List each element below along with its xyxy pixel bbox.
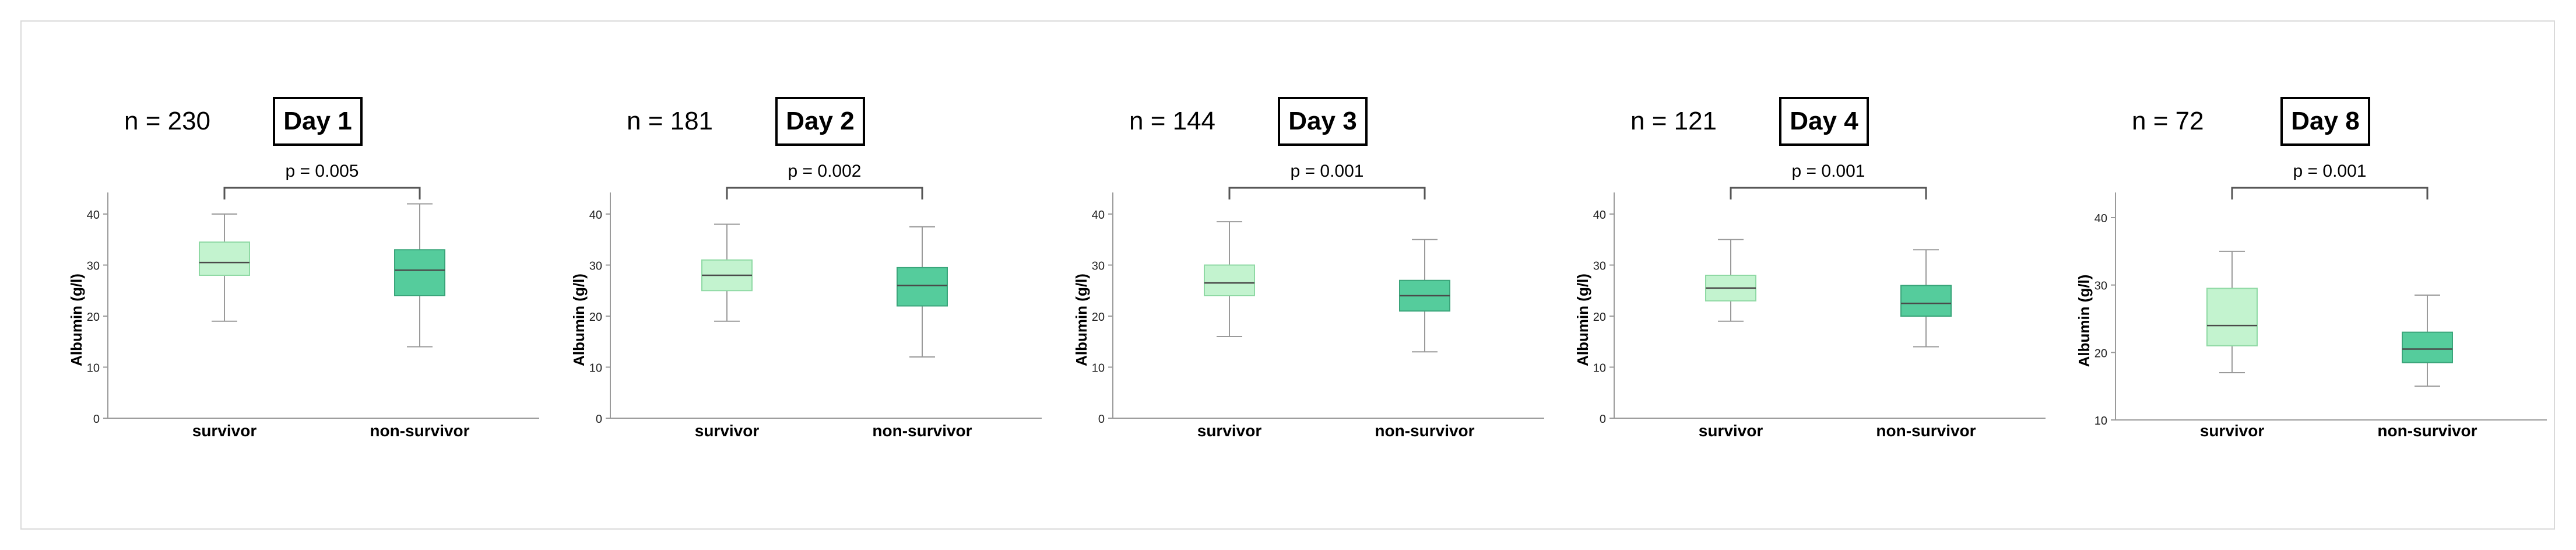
non-survivor-box: [1399, 239, 1450, 353]
day-label: Day 2: [786, 107, 854, 135]
x-category-label: survivor: [695, 422, 760, 440]
iqr-box: [199, 241, 250, 276]
iqr-box: [2206, 288, 2258, 346]
x-category-label: non-survivor: [872, 422, 972, 440]
y-tick-label: 30: [2094, 280, 2107, 293]
non-survivor-box: [2402, 295, 2453, 387]
x-category-label: non-survivor: [1876, 422, 1976, 440]
day-label-box: [1278, 97, 1368, 146]
n-label: n = 72: [2132, 107, 2204, 135]
non-survivor-box: [897, 226, 948, 358]
day-label-box: [775, 97, 865, 146]
y-tick-label: 10: [1593, 362, 1606, 375]
p-value-label: p = 0.002: [788, 162, 862, 181]
y-tick-label: 40: [87, 209, 100, 222]
significance-bracket: [726, 187, 923, 199]
y-tick-label: 20: [1092, 311, 1105, 324]
panel-2: n = 181 Day 2 p = 0.002 0 10 20 30 40 Albumin (g…: [570, 97, 1042, 440]
y-tick-label: 10: [1092, 362, 1105, 375]
significance-bracket: [2231, 187, 2429, 199]
day-label: Day 4: [1790, 107, 1858, 135]
day-label: Day 1: [283, 107, 352, 135]
survivor-box: [2206, 250, 2258, 374]
panel-5: n = 72 Day 8 p = 0.001 10 20 30 40 Albumin (g/l…: [2075, 97, 2547, 440]
x-category-label: non-survivor: [2377, 422, 2477, 440]
day-label-box: [273, 97, 363, 146]
iqr-box: [1900, 285, 1952, 317]
day-label-box: [2280, 97, 2370, 146]
day-label-box: [1779, 97, 1869, 146]
non-survivor-box: [1900, 249, 1952, 348]
iqr-box: [394, 249, 445, 296]
x-category-label: survivor: [1197, 422, 1262, 440]
panel-1: n = 230 Day 1 p = 0.005 0 10 20 30 40 Albumin (g…: [68, 97, 539, 440]
survivor-box: [1705, 239, 1756, 322]
significance-bracket: [1228, 187, 1426, 199]
y-tick-label: 30: [1593, 260, 1606, 273]
p-value-label: p = 0.001: [1792, 162, 1865, 181]
y-axis-label: Albumin (g/l): [1073, 274, 1090, 366]
n-label: n = 144: [1129, 107, 1215, 135]
iqr-box: [1204, 264, 1255, 296]
y-tick-label: 40: [589, 209, 602, 222]
p-value-label: p = 0.001: [1291, 162, 1364, 181]
y-tick-label: 0: [596, 413, 602, 426]
x-category-label: non-survivor: [1375, 422, 1474, 440]
y-tick-label: 20: [589, 311, 602, 324]
day-label: Day 3: [1288, 107, 1356, 135]
p-value-label: p = 0.001: [2293, 162, 2367, 181]
x-category-label: survivor: [1699, 422, 1763, 440]
y-tick-label: 20: [87, 311, 100, 324]
y-tick-label: 20: [1593, 311, 1606, 324]
panel-3: n = 144 Day 3 p = 0.001 0 10 20 30 40 Albumin (g…: [1073, 97, 1544, 440]
day-label: Day 8: [2291, 107, 2359, 135]
y-tick-label: 20: [2094, 347, 2107, 360]
y-tick-label: 0: [1600, 413, 1606, 426]
survivor-box: [199, 213, 250, 322]
y-axis-label: Albumin (g/l): [2075, 275, 2093, 367]
y-axis-label: Albumin (g/l): [1574, 274, 1591, 366]
y-tick-label: 40: [1092, 209, 1105, 222]
survivor-box: [1204, 221, 1255, 337]
significance-bracket: [223, 187, 421, 199]
y-axis-label: Albumin (g/l): [68, 274, 85, 366]
y-tick-label: 10: [589, 362, 602, 375]
n-label: n = 230: [124, 107, 210, 135]
x-category-label: survivor: [2200, 422, 2265, 440]
x-category-label: non-survivor: [370, 422, 469, 440]
y-tick-label: 10: [87, 362, 100, 375]
y-tick-label: 0: [93, 413, 100, 426]
x-category-label: survivor: [192, 422, 257, 440]
y-axis-label: Albumin (g/l): [570, 274, 588, 366]
y-tick-label: 40: [1593, 209, 1606, 222]
n-label: n = 121: [1630, 107, 1717, 135]
non-survivor-box: [394, 203, 445, 348]
y-tick-label: 30: [87, 260, 100, 273]
y-tick-label: 40: [2094, 212, 2107, 225]
y-tick-label: 0: [1098, 413, 1105, 426]
y-tick-label: 10: [2094, 415, 2107, 428]
panel-4: n = 121 Day 4 p = 0.001 0 10 20 30 40 Albumin (g…: [1574, 97, 2046, 440]
iqr-box: [2402, 331, 2453, 363]
iqr-box: [897, 267, 948, 307]
y-tick-label: 30: [1092, 260, 1105, 273]
n-label: n = 181: [627, 107, 713, 135]
p-value-label: p = 0.005: [286, 162, 359, 181]
y-tick-label: 30: [589, 260, 602, 273]
significance-bracket: [1730, 187, 1927, 199]
survivor-box: [701, 223, 753, 322]
